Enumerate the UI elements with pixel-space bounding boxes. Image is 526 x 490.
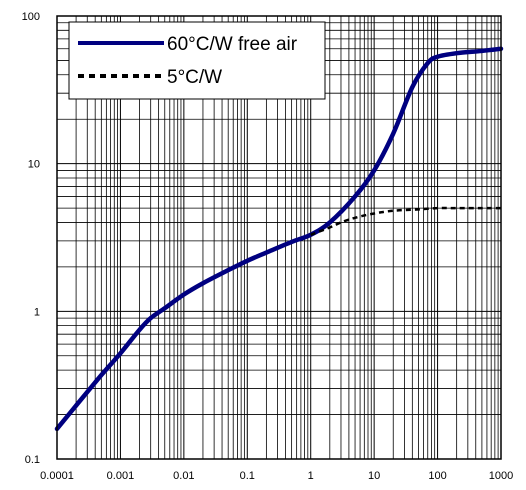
tick-labels: 0.0001 0.001 0.01 0.1 1 10 100 1000 0.1 1 10 100 (22, 11, 514, 482)
legend: 60°C/W free air 5°C/W (68, 21, 326, 100)
plot-border (56, 15, 502, 460)
y-tick-label: 1 (34, 306, 40, 318)
series-line-0 (54, 46, 504, 432)
y-tick-label: 100 (22, 11, 40, 23)
legend-label-series-1: 5°C/W (167, 67, 222, 88)
y-tick-label: 10 (28, 159, 40, 171)
x-tick-label: 0.001 (107, 470, 135, 482)
x-tick-label: 1000 (489, 470, 513, 482)
series-line-1 (310, 206, 501, 236)
x-tick-label: 0.1 (240, 470, 255, 482)
series-layer (54, 46, 504, 432)
legend-box (68, 21, 326, 100)
legend-label-series-0: 60°C/W free air (167, 34, 298, 55)
x-tick-label: 0.0001 (40, 470, 74, 482)
x-tick-label: 10 (368, 470, 380, 482)
y-tick-label: 0.1 (25, 454, 40, 466)
x-tick-label: 100 (428, 470, 446, 482)
x-tick-label: 0.01 (173, 470, 194, 482)
x-tick-label: 1 (308, 470, 314, 482)
